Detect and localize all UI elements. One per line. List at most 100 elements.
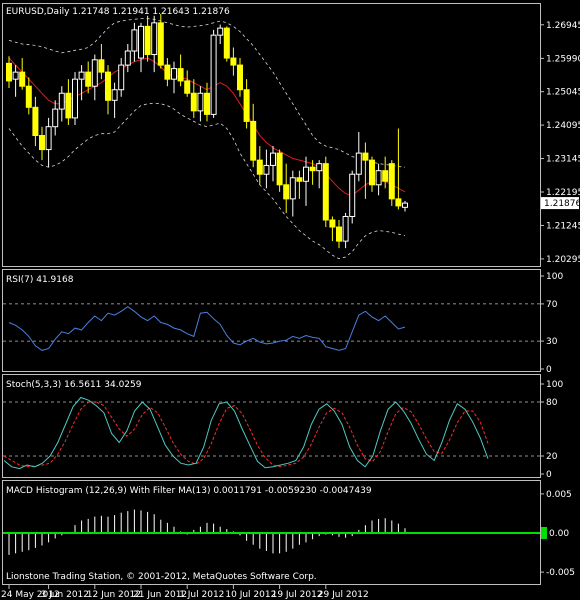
candle-body-bear (184, 80, 191, 94)
candle-body-bear (362, 152, 369, 161)
candle (237, 58, 243, 97)
candle (131, 22, 138, 62)
candle (6, 56, 12, 88)
candle (355, 131, 362, 182)
candle (263, 149, 270, 189)
candle (369, 156, 375, 192)
price-tick-label: 1.25045 (546, 88, 580, 98)
candle (105, 65, 111, 115)
current-price-box (541, 197, 579, 210)
candle (243, 79, 250, 129)
rsi-tick-label: 30 (546, 337, 558, 347)
stoch-pane: 100 80 20 0 (3, 380, 563, 480)
rsi-tick-label: 0 (546, 365, 552, 375)
time-tick-label: 1 Jul 2012 (179, 590, 224, 600)
candle (45, 117, 52, 168)
candle-body-bull (72, 78, 78, 119)
candle (402, 200, 408, 212)
candle (250, 103, 257, 168)
candle-body-bull (111, 89, 118, 101)
time-tick-label: 21 Jun 2012 (133, 590, 187, 600)
candle (65, 79, 72, 125)
rsi-pane: 100 70 30 0 (3, 272, 563, 375)
candle (283, 163, 290, 213)
price-tick-label: 1.23145 (546, 155, 580, 165)
candle-body-bear (230, 57, 237, 66)
candle-body-bear (19, 71, 26, 87)
candle (171, 61, 177, 94)
macd-tick-label: 0.005 (546, 490, 572, 500)
candle-body-bear (250, 120, 257, 161)
candle (322, 156, 329, 228)
bollinger-upper-line (8, 18, 406, 168)
candle (395, 128, 402, 210)
candle-body-bear (296, 177, 303, 182)
candle-body-bull (124, 50, 131, 66)
candle (296, 170, 303, 199)
candle-body-bear (336, 226, 342, 242)
candle-body-bull (342, 215, 349, 242)
candle (58, 86, 65, 122)
candle-body-bear (276, 152, 283, 186)
candle-body-bull (303, 166, 309, 182)
candle (289, 170, 296, 217)
time-tick-label: 3 Jun 2012 (41, 590, 89, 600)
candle (190, 79, 197, 118)
candle (157, 14, 164, 69)
current-price-marker: 1.21876 (541, 197, 580, 210)
candle (329, 216, 336, 242)
candle-body-bull (91, 59, 98, 87)
candle-body-bear (382, 170, 389, 182)
macd-tick-label: -0.005 (546, 568, 575, 578)
candle (204, 82, 210, 122)
candle (362, 142, 369, 199)
candle-body-bull (78, 71, 85, 80)
stoch-tick-label: 80 (546, 398, 558, 408)
candle (349, 170, 356, 224)
candle (164, 58, 171, 87)
price-tick-label: 1.25990 (546, 54, 580, 64)
candle (316, 160, 323, 189)
candle (375, 163, 382, 196)
candle (197, 86, 204, 122)
copyright-text: Lionstone Trading Station, © 2001-2012, … (6, 572, 317, 582)
time-tick-label: 10 Jul 2012 (225, 590, 276, 600)
rsi-pane-frame (2, 269, 541, 372)
price-tick-label: 1.20295 (546, 255, 580, 265)
macd-filter-value: 0.00 (549, 529, 569, 539)
candle (336, 219, 342, 249)
candle-body-bull (375, 170, 382, 186)
candle (98, 43, 105, 80)
candle (382, 156, 389, 189)
chart-title: EURUSD,Daily 1.21748 1.21941 1.21643 1.2… (6, 7, 230, 17)
candle (144, 15, 151, 62)
candle-body-bull (138, 25, 144, 59)
candle-body-bull (263, 164, 270, 175)
candle-body-bear (329, 219, 336, 228)
candle-body-bull (131, 29, 138, 52)
candle-body-bear (395, 198, 402, 207)
candle (52, 100, 59, 136)
candle (256, 146, 263, 185)
candle (184, 70, 191, 97)
candlesticks (6, 14, 408, 249)
price-axis: 1.26945 1.25990 1.25045 1.24095 1.23145 1.221… (540, 21, 580, 265)
candle-body-bull (52, 108, 59, 128)
candle-body-bear (256, 159, 263, 175)
candle-body-bear (322, 163, 329, 221)
candle-body-bear (190, 92, 197, 112)
candle (276, 149, 283, 192)
candle-body-bull (58, 92, 65, 110)
candle (177, 54, 184, 87)
stoch-label: Stoch(5,3,3) 16.5611 34.0259 (6, 380, 142, 390)
candle (309, 160, 316, 185)
time-tick-label: 12 Jun 2012 (87, 590, 141, 600)
candle (270, 146, 276, 182)
candle-body-bear (25, 85, 32, 108)
candle-body-bear (164, 64, 171, 80)
candle-body-bear (144, 25, 151, 56)
candle (19, 58, 26, 90)
stoch-tick-label: 0 (546, 470, 552, 480)
candle-body-bull (151, 22, 158, 56)
candle (223, 26, 230, 62)
